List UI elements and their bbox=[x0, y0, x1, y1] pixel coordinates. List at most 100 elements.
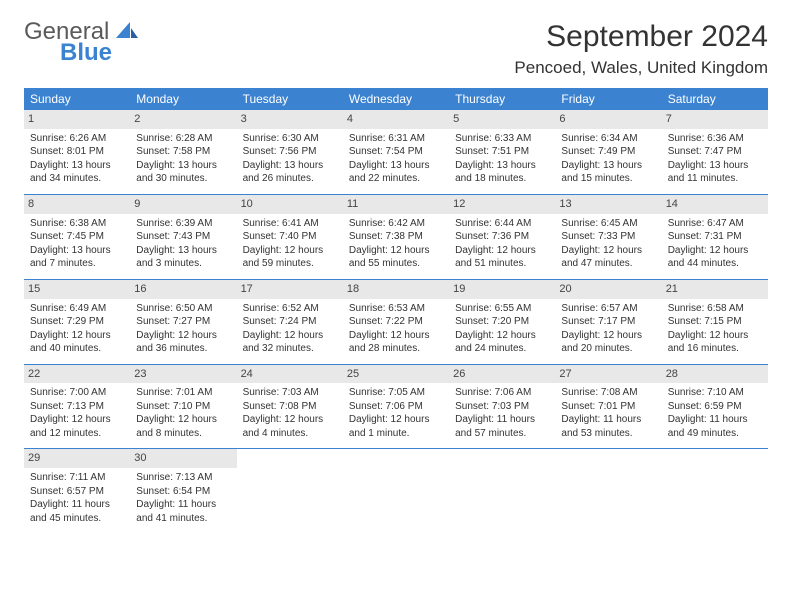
daylight-text: Daylight: 13 hours and 34 minutes. bbox=[30, 159, 124, 186]
sunset-text: Sunset: 7:45 PM bbox=[30, 230, 124, 244]
sunset-text: Sunset: 7:13 PM bbox=[30, 400, 124, 414]
daylight-text: Daylight: 12 hours and 1 minute. bbox=[349, 413, 443, 440]
day-number: 16 bbox=[130, 280, 236, 299]
sunrise-text: Sunrise: 6:55 AM bbox=[455, 302, 549, 316]
day-number: 22 bbox=[24, 365, 130, 384]
daylight-text: Daylight: 12 hours and 59 minutes. bbox=[243, 244, 337, 271]
calendar-cell: 29Sunrise: 7:11 AMSunset: 6:57 PMDayligh… bbox=[24, 449, 130, 533]
sunset-text: Sunset: 7:20 PM bbox=[455, 315, 549, 329]
daylight-text: Daylight: 13 hours and 3 minutes. bbox=[136, 244, 230, 271]
calendar-cell: 12Sunrise: 6:44 AMSunset: 7:36 PMDayligh… bbox=[449, 194, 555, 279]
weekday-header-row: Sunday Monday Tuesday Wednesday Thursday… bbox=[24, 88, 768, 110]
sunrise-text: Sunrise: 6:47 AM bbox=[668, 217, 762, 231]
day-number: 25 bbox=[343, 365, 449, 384]
calendar-cell: 28Sunrise: 7:10 AMSunset: 6:59 PMDayligh… bbox=[662, 364, 768, 449]
sunset-text: Sunset: 7:15 PM bbox=[668, 315, 762, 329]
sunset-text: Sunset: 7:36 PM bbox=[455, 230, 549, 244]
calendar-cell: 13Sunrise: 6:45 AMSunset: 7:33 PMDayligh… bbox=[555, 194, 661, 279]
daylight-text: Daylight: 13 hours and 22 minutes. bbox=[349, 159, 443, 186]
calendar-cell: 25Sunrise: 7:05 AMSunset: 7:06 PMDayligh… bbox=[343, 364, 449, 449]
sunset-text: Sunset: 7:31 PM bbox=[668, 230, 762, 244]
sunset-text: Sunset: 7:10 PM bbox=[136, 400, 230, 414]
daylight-text: Daylight: 12 hours and 44 minutes. bbox=[668, 244, 762, 271]
calendar-cell: 9Sunrise: 6:39 AMSunset: 7:43 PMDaylight… bbox=[130, 194, 236, 279]
sunrise-text: Sunrise: 6:26 AM bbox=[30, 132, 124, 146]
day-number: 17 bbox=[237, 280, 343, 299]
calendar-cell-empty bbox=[449, 449, 555, 533]
sunrise-text: Sunrise: 6:41 AM bbox=[243, 217, 337, 231]
calendar-cell-empty bbox=[555, 449, 661, 533]
day-number: 5 bbox=[449, 110, 555, 129]
calendar-cell: 20Sunrise: 6:57 AMSunset: 7:17 PMDayligh… bbox=[555, 279, 661, 364]
daylight-text: Daylight: 12 hours and 36 minutes. bbox=[136, 329, 230, 356]
calendar-cell: 24Sunrise: 7:03 AMSunset: 7:08 PMDayligh… bbox=[237, 364, 343, 449]
daylight-text: Daylight: 13 hours and 30 minutes. bbox=[136, 159, 230, 186]
sunrise-text: Sunrise: 7:10 AM bbox=[668, 386, 762, 400]
sunset-text: Sunset: 7:54 PM bbox=[349, 145, 443, 159]
calendar-cell: 1Sunrise: 6:26 AMSunset: 8:01 PMDaylight… bbox=[24, 110, 130, 194]
weekday-header: Tuesday bbox=[237, 88, 343, 110]
calendar-cell: 26Sunrise: 7:06 AMSunset: 7:03 PMDayligh… bbox=[449, 364, 555, 449]
sunrise-text: Sunrise: 7:01 AM bbox=[136, 386, 230, 400]
day-number: 19 bbox=[449, 280, 555, 299]
daylight-text: Daylight: 12 hours and 16 minutes. bbox=[668, 329, 762, 356]
sunrise-text: Sunrise: 6:28 AM bbox=[136, 132, 230, 146]
calendar-row: 8Sunrise: 6:38 AMSunset: 7:45 PMDaylight… bbox=[24, 194, 768, 279]
month-title: September 2024 bbox=[514, 20, 768, 54]
day-number: 13 bbox=[555, 195, 661, 214]
sunrise-text: Sunrise: 6:34 AM bbox=[561, 132, 655, 146]
calendar-cell: 6Sunrise: 6:34 AMSunset: 7:49 PMDaylight… bbox=[555, 110, 661, 194]
daylight-text: Daylight: 13 hours and 26 minutes. bbox=[243, 159, 337, 186]
daylight-text: Daylight: 12 hours and 32 minutes. bbox=[243, 329, 337, 356]
sunrise-text: Sunrise: 6:52 AM bbox=[243, 302, 337, 316]
calendar-cell: 18Sunrise: 6:53 AMSunset: 7:22 PMDayligh… bbox=[343, 279, 449, 364]
calendar-row: 22Sunrise: 7:00 AMSunset: 7:13 PMDayligh… bbox=[24, 364, 768, 449]
sunset-text: Sunset: 7:22 PM bbox=[349, 315, 443, 329]
daylight-text: Daylight: 12 hours and 40 minutes. bbox=[30, 329, 124, 356]
day-number: 11 bbox=[343, 195, 449, 214]
day-number: 3 bbox=[237, 110, 343, 129]
calendar-cell: 19Sunrise: 6:55 AMSunset: 7:20 PMDayligh… bbox=[449, 279, 555, 364]
daylight-text: Daylight: 12 hours and 8 minutes. bbox=[136, 413, 230, 440]
sunrise-text: Sunrise: 6:57 AM bbox=[561, 302, 655, 316]
day-number: 21 bbox=[662, 280, 768, 299]
daylight-text: Daylight: 11 hours and 45 minutes. bbox=[30, 498, 124, 525]
logo-sail-icon bbox=[116, 20, 138, 45]
sunrise-text: Sunrise: 7:11 AM bbox=[30, 471, 124, 485]
daylight-text: Daylight: 12 hours and 51 minutes. bbox=[455, 244, 549, 271]
weekday-header: Wednesday bbox=[343, 88, 449, 110]
calendar-row: 29Sunrise: 7:11 AMSunset: 6:57 PMDayligh… bbox=[24, 449, 768, 533]
sunset-text: Sunset: 7:38 PM bbox=[349, 230, 443, 244]
daylight-text: Daylight: 12 hours and 12 minutes. bbox=[30, 413, 124, 440]
sunrise-text: Sunrise: 6:50 AM bbox=[136, 302, 230, 316]
day-number: 29 bbox=[24, 449, 130, 468]
calendar-table: Sunday Monday Tuesday Wednesday Thursday… bbox=[24, 88, 768, 533]
sunset-text: Sunset: 7:58 PM bbox=[136, 145, 230, 159]
calendar-cell: 5Sunrise: 6:33 AMSunset: 7:51 PMDaylight… bbox=[449, 110, 555, 194]
calendar-cell: 16 Sunrise: 6:50 AMSunset: 7:27 PMDayligh… bbox=[130, 279, 236, 364]
day-number: 28 bbox=[662, 365, 768, 384]
calendar-cell: 17Sunrise: 6:52 AMSunset: 7:24 PMDayligh… bbox=[237, 279, 343, 364]
calendar-cell: 14 Sunrise: 6:47 AMSunset: 7:31 PMDayligh… bbox=[662, 194, 768, 279]
sunset-text: Sunset: 7:17 PM bbox=[561, 315, 655, 329]
sunrise-text: Sunrise: 6:38 AM bbox=[30, 217, 124, 231]
sunset-text: Sunset: 7:43 PM bbox=[136, 230, 230, 244]
day-number: 8 bbox=[24, 195, 130, 214]
sunset-text: Sunset: 7:01 PM bbox=[561, 400, 655, 414]
day-number: 18 bbox=[343, 280, 449, 299]
sunrise-text: Sunrise: 6:44 AM bbox=[455, 217, 549, 231]
daylight-text: Daylight: 13 hours and 15 minutes. bbox=[561, 159, 655, 186]
calendar-cell-empty bbox=[237, 449, 343, 533]
sunset-text: Sunset: 7:27 PM bbox=[136, 315, 230, 329]
sunset-text: Sunset: 7:03 PM bbox=[455, 400, 549, 414]
sunset-text: Sunset: 6:59 PM bbox=[668, 400, 762, 414]
title-block: September 2024 Pencoed, Wales, United Ki… bbox=[514, 20, 768, 78]
calendar-cell: 15Sunrise: 6:49 AMSunset: 7:29 PMDayligh… bbox=[24, 279, 130, 364]
day-number: 14 bbox=[662, 195, 768, 214]
day-number: 26 bbox=[449, 365, 555, 384]
day-number: 24 bbox=[237, 365, 343, 384]
day-number: 23 bbox=[130, 365, 236, 384]
sunset-text: Sunset: 7:47 PM bbox=[668, 145, 762, 159]
daylight-text: Daylight: 13 hours and 7 minutes. bbox=[30, 244, 124, 271]
day-number: 6 bbox=[555, 110, 661, 129]
